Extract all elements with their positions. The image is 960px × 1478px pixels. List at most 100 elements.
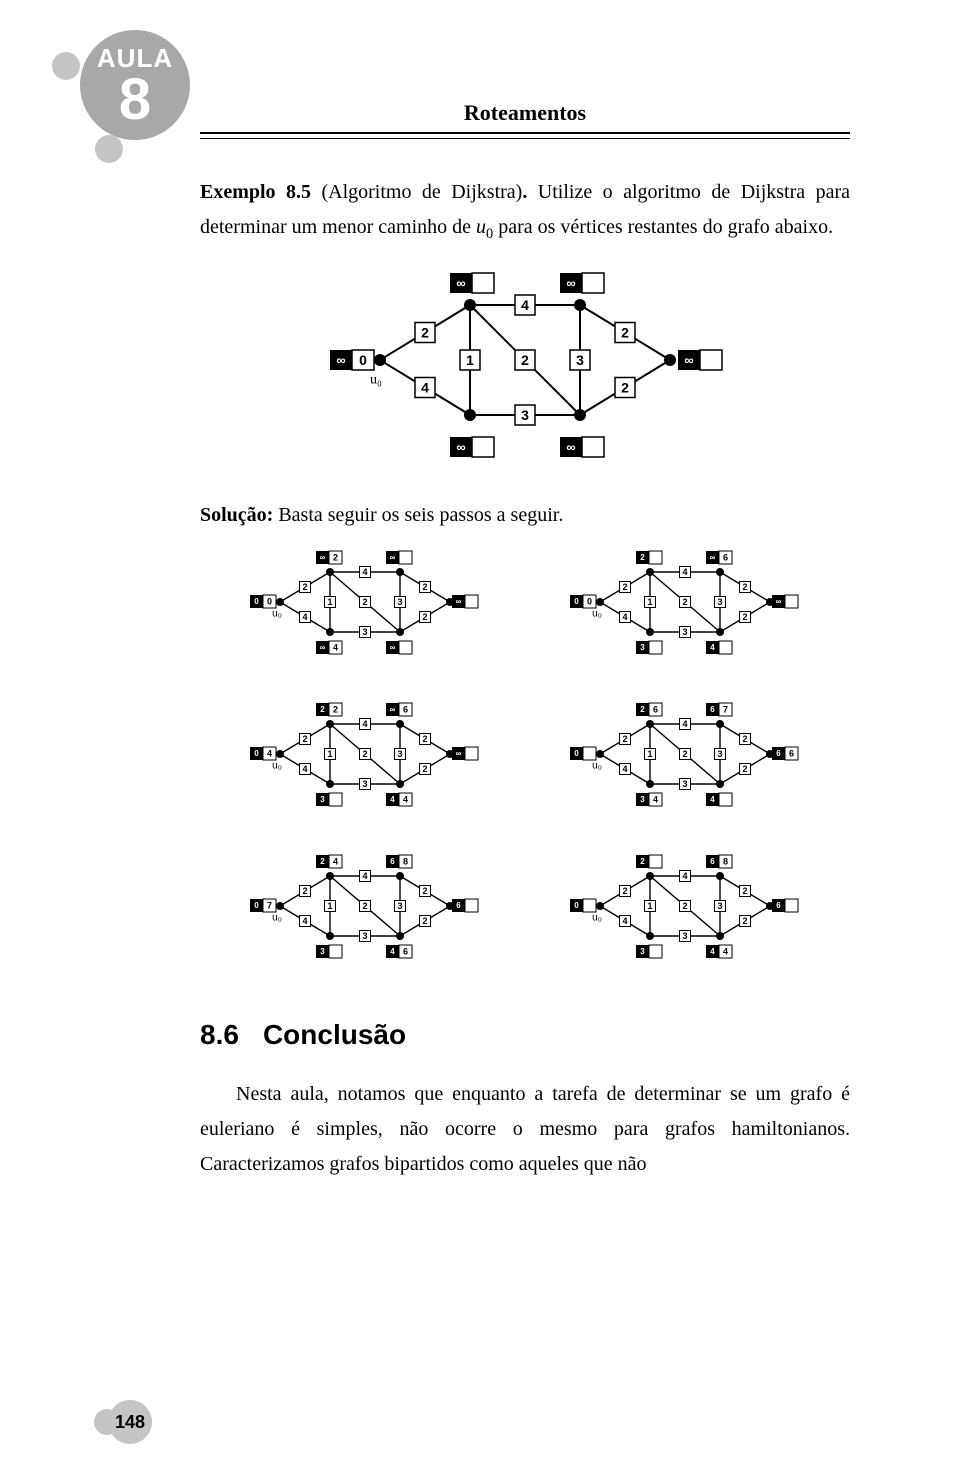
- svg-text:0: 0: [254, 901, 259, 910]
- svg-text:u₀: u₀: [272, 609, 282, 620]
- svg-text:2: 2: [640, 705, 645, 714]
- svg-text:2: 2: [621, 325, 629, 341]
- svg-text:0: 0: [574, 749, 579, 758]
- svg-text:2: 2: [422, 612, 427, 622]
- svg-text:1: 1: [327, 597, 332, 607]
- mini-graph-6: 24142332202368446u₀: [550, 851, 820, 963]
- svg-text:2: 2: [742, 916, 747, 926]
- svg-text:u₀: u₀: [370, 373, 382, 388]
- svg-text:2: 2: [302, 886, 307, 896]
- page-number: 148: [115, 1412, 145, 1433]
- intro-line2b: para os vértices restantes do grafo abai…: [493, 216, 833, 238]
- svg-text:6: 6: [403, 705, 408, 715]
- svg-text:2: 2: [682, 749, 687, 759]
- svg-text:4: 4: [302, 916, 307, 926]
- svg-text:3: 3: [397, 749, 402, 759]
- svg-text:4: 4: [521, 297, 529, 313]
- badge-num-text: 8: [119, 74, 151, 126]
- solution-para: Solução: Basta seguir os seis passos a s…: [200, 498, 850, 533]
- svg-text:3: 3: [320, 795, 325, 804]
- svg-text:3: 3: [717, 749, 722, 759]
- mini-graph-5: 2414233220724368466u₀: [230, 851, 500, 963]
- svg-text:∞: ∞: [456, 276, 465, 291]
- svg-text:2: 2: [742, 886, 747, 896]
- badge-deco-2: [95, 135, 123, 163]
- svg-text:∞: ∞: [566, 440, 575, 455]
- svg-text:2: 2: [622, 582, 627, 592]
- badge-deco-1: [52, 52, 80, 80]
- svg-text:4: 4: [682, 871, 687, 881]
- svg-text:3: 3: [521, 407, 529, 423]
- svg-text:4: 4: [653, 795, 658, 805]
- svg-text:1: 1: [327, 749, 332, 759]
- example-paren: (Algoritmo de Dijkstra): [321, 181, 522, 203]
- svg-text:6: 6: [776, 749, 781, 758]
- svg-text:3: 3: [640, 643, 645, 652]
- mini-graph-2: 2414233220023∞64∞u₀: [550, 547, 820, 659]
- conclusion-num: 8.6: [200, 1019, 239, 1050]
- svg-text:2: 2: [333, 705, 338, 715]
- svg-text:2: 2: [742, 734, 747, 744]
- svg-text:8: 8: [723, 857, 728, 867]
- svg-text:1: 1: [327, 901, 332, 911]
- main-graph: 241423322∞0∞∞∞∞∞u₀: [320, 265, 730, 470]
- svg-text:1: 1: [647, 749, 652, 759]
- solution-grid: 24142332200∞2∞4∞∞∞u₀2414233220023∞64∞u₀2…: [230, 547, 820, 963]
- svg-text:3: 3: [362, 931, 367, 941]
- svg-text:3: 3: [397, 597, 402, 607]
- svg-text:3: 3: [362, 627, 367, 637]
- svg-text:7: 7: [723, 705, 728, 715]
- svg-text:0: 0: [267, 597, 272, 607]
- solution-label: Solução:: [200, 504, 273, 526]
- svg-text:2: 2: [742, 582, 747, 592]
- svg-text:3: 3: [640, 795, 645, 804]
- svg-text:4: 4: [390, 947, 395, 956]
- svg-text:4: 4: [723, 947, 728, 957]
- svg-text:1: 1: [647, 901, 652, 911]
- svg-text:4: 4: [682, 719, 687, 729]
- svg-text:3: 3: [682, 931, 687, 941]
- svg-text:2: 2: [362, 901, 367, 911]
- svg-text:2: 2: [422, 764, 427, 774]
- svg-text:u₀: u₀: [592, 761, 602, 772]
- svg-text:4: 4: [682, 567, 687, 577]
- svg-text:6: 6: [390, 857, 395, 866]
- svg-text:u₀: u₀: [592, 609, 602, 620]
- example-label: Exemplo 8.5: [200, 181, 311, 203]
- svg-text:2: 2: [302, 582, 307, 592]
- mini-graph-3: 24142332204223∞644∞u₀: [230, 699, 500, 811]
- svg-text:2: 2: [320, 705, 325, 714]
- footer-page-badge: 148: [108, 1400, 152, 1444]
- svg-text:∞: ∞: [456, 440, 465, 455]
- svg-text:2: 2: [682, 597, 687, 607]
- svg-text:1: 1: [647, 597, 652, 607]
- svg-text:2: 2: [742, 764, 747, 774]
- header-rule-1: [200, 132, 850, 134]
- svg-text:2: 2: [682, 901, 687, 911]
- svg-text:0: 0: [359, 352, 367, 368]
- svg-text:4: 4: [302, 612, 307, 622]
- svg-text:4: 4: [710, 947, 715, 956]
- svg-text:2: 2: [521, 352, 529, 368]
- svg-text:4: 4: [710, 643, 715, 652]
- svg-text:2: 2: [302, 734, 307, 744]
- svg-text:2: 2: [362, 597, 367, 607]
- svg-text:3: 3: [682, 779, 687, 789]
- svg-text:4: 4: [403, 795, 408, 805]
- svg-text:∞: ∞: [320, 643, 326, 652]
- svg-text:2: 2: [422, 582, 427, 592]
- solution-text: Basta seguir os seis passos a seguir.: [273, 504, 563, 526]
- svg-text:0: 0: [574, 901, 579, 910]
- svg-text:3: 3: [397, 901, 402, 911]
- svg-text:4: 4: [622, 764, 627, 774]
- svg-text:6: 6: [776, 901, 781, 910]
- svg-text:3: 3: [320, 947, 325, 956]
- svg-text:u₀: u₀: [272, 761, 282, 772]
- svg-text:2: 2: [422, 886, 427, 896]
- svg-text:4: 4: [362, 567, 367, 577]
- conclusion-title: Conclusão: [263, 1019, 406, 1050]
- svg-text:2: 2: [621, 380, 629, 396]
- svg-text:4: 4: [362, 719, 367, 729]
- svg-text:∞: ∞: [710, 553, 716, 562]
- svg-text:∞: ∞: [456, 597, 462, 606]
